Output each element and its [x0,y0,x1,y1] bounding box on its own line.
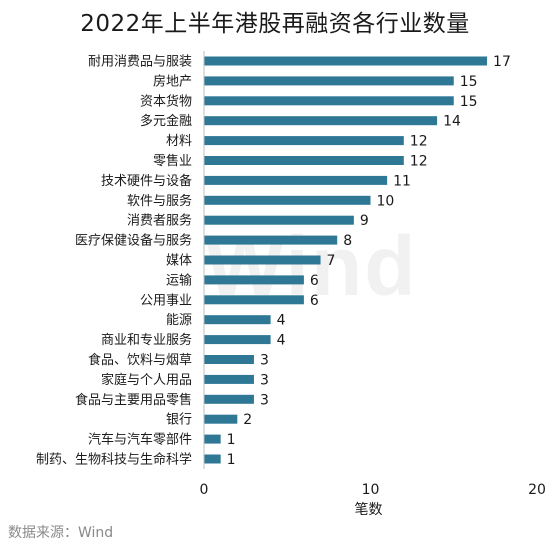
bar-value-label: 4 [277,333,286,349]
bar-value-label: 9 [360,213,369,229]
category-label: 技术硬件与设备 [101,173,192,189]
bar-value-label: 4 [277,313,286,329]
bar [204,76,454,86]
category-label: 商业和专业服务 [101,332,192,348]
bar-value-label: 3 [260,392,269,408]
source-note: 数据来源：Wind [8,525,114,541]
category-label: 资本货物 [140,93,192,109]
bar-value-label: 10 [377,193,395,209]
bar [204,434,221,444]
bar [204,275,304,285]
bar [204,255,321,265]
category-label: 房地产 [153,73,192,89]
bar [204,295,304,305]
bar [204,116,438,126]
chart-title: 2022年上半年港股再融资各行业数量 [80,11,470,37]
bar-value-label: 6 [310,273,319,289]
bar-value-label: 3 [260,372,269,388]
bar [204,414,238,424]
bar-value-label: 17 [493,54,511,70]
bar [204,355,254,364]
bar [204,136,404,146]
bar [204,394,254,404]
bar [204,454,221,464]
bar-value-label: 15 [460,74,478,90]
category-label: 能源 [166,313,192,328]
bar-value-label: 8 [343,233,352,249]
category-label: 银行 [166,413,192,428]
category-label: 多元金融 [140,113,192,129]
category-label: 软件与服务 [127,193,192,209]
bar-value-label: 6 [310,293,319,309]
x-tick-label: 0 [200,482,209,498]
category-label: 汽车与汽车零部件 [88,432,192,448]
x-tick-label: 20 [528,482,546,498]
category-label: 材料 [166,134,192,149]
bar-value-label: 7 [327,253,336,269]
bar [204,335,271,345]
category-label: 医疗保健设备与服务 [75,233,192,249]
bar [204,96,454,106]
category-label: 消费者服务 [127,213,192,229]
x-axis-label: 笔数 [355,502,383,518]
bar [204,156,404,165]
category-label: 耐用消费品与服装 [88,55,192,70]
bar-value-label: 15 [460,94,478,110]
category-label: 食品、饮料与烟草 [88,352,192,368]
category-label: 食品与主要用品零售 [75,392,192,408]
bar-value-label: 2 [243,412,252,428]
category-label: 公用事业 [140,293,192,308]
category-label: 运输 [166,272,192,288]
bar [204,235,338,245]
bar-value-label: 14 [443,114,461,130]
bar [204,175,388,185]
category-label: 家庭与个人用品 [101,372,192,388]
bar [204,374,254,384]
bar-value-label: 1 [227,452,236,468]
bar-value-label: 12 [410,134,428,150]
bar [204,215,354,225]
bar-value-label: 12 [410,154,428,170]
bar [204,315,271,325]
category-label: 零售业 [153,153,192,169]
category-label: 媒体 [166,254,192,269]
bar-value-label: 11 [393,173,411,189]
bar [204,56,488,66]
bar [204,195,371,205]
x-tick-label: 10 [362,482,380,498]
bar-value-label: 1 [227,432,236,448]
bar-value-label: 3 [260,353,269,369]
category-label: 制药、生物科技与生命科学 [36,452,192,468]
